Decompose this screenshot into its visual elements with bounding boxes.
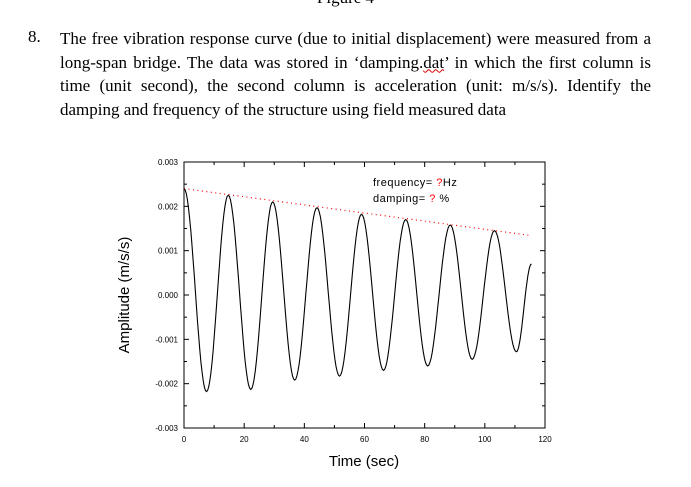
damping-unit: % bbox=[436, 193, 450, 205]
damping-label: damping= bbox=[373, 193, 429, 205]
question-number: 8. bbox=[28, 27, 41, 46]
response-curve bbox=[183, 188, 532, 393]
spellcheck-flagged-word: dat bbox=[423, 52, 445, 72]
damping-annotation: damping= ? % bbox=[373, 193, 450, 205]
damping-value: ? bbox=[429, 193, 436, 205]
y-tick-label: -0.002 bbox=[155, 380, 178, 389]
frequency-label: frequency= bbox=[373, 177, 436, 189]
question-text-part: ’ in which the first column is time (uni… bbox=[60, 52, 651, 119]
y-tick-label: 0.003 bbox=[158, 158, 179, 167]
x-tick-label: 100 bbox=[478, 435, 492, 444]
y-tick-label: 0.002 bbox=[158, 202, 179, 211]
question-text-part: The free vibration response curve (due t… bbox=[60, 29, 651, 72]
x-tick-label: 0 bbox=[182, 435, 187, 444]
y-tick-label: 0.000 bbox=[158, 291, 179, 300]
plot-frame bbox=[183, 161, 546, 429]
x-axis-label: Time (sec) bbox=[329, 453, 399, 470]
x-tick-label: 40 bbox=[300, 435, 309, 444]
y-tick-label: 0.001 bbox=[158, 247, 179, 256]
frequency-unit: Hz bbox=[443, 177, 457, 189]
y-axis-label: Amplitude (m/s/s) bbox=[116, 237, 133, 354]
x-tick-label: 20 bbox=[240, 435, 249, 444]
frequency-value: ? bbox=[436, 177, 443, 189]
x-tick-label: 120 bbox=[538, 435, 552, 444]
question-text: The free vibration response curve (due t… bbox=[60, 27, 651, 121]
y-tick-label: -0.001 bbox=[155, 335, 178, 344]
y-tick-label: -0.003 bbox=[155, 424, 178, 433]
x-tick-label: 60 bbox=[360, 435, 369, 444]
frequency-annotation: frequency= ?Hz bbox=[373, 177, 457, 189]
figure-caption: Figure 4 bbox=[0, 0, 691, 8]
x-tick-label: 80 bbox=[420, 435, 429, 444]
